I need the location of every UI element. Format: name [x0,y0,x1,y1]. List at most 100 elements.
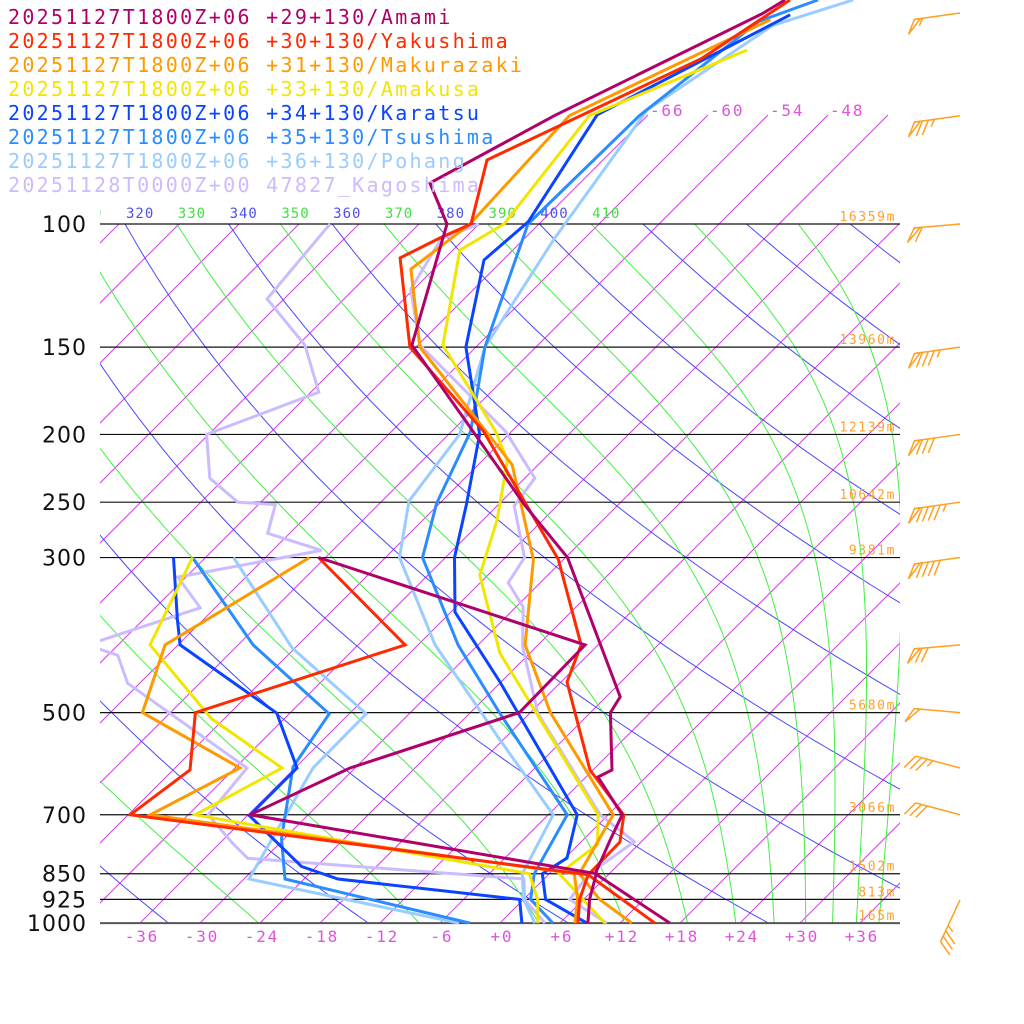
barb-feather [915,562,924,578]
dewpoint-line-amami [245,556,599,924]
height-label: 1502m [849,860,896,875]
isotherm-line [679,702,900,923]
isotherm-line [259,282,900,923]
pressure-label: 500 [42,702,87,727]
isotherm-line [980,224,1024,923]
isotherm-line [100,224,480,604]
pressure-label: 150 [42,336,87,361]
barb-feather [933,504,941,521]
wind-barb [939,899,961,956]
barb-half-feather [947,924,954,933]
barb-half-feather [936,349,941,358]
barb-feather [927,560,935,577]
isotherm-line [100,114,769,784]
dewpoint-line-kagoshima [100,223,547,924]
isotherm-line [499,522,900,923]
isotherm-line [100,114,709,724]
barb-feather [921,351,930,367]
height-label: 813m [858,885,896,900]
series-yakushima [126,0,791,924]
dry-adiabat [642,224,900,430]
wind-barb [906,644,961,664]
moist-adiabat [590,224,836,923]
isotherm-line [100,224,300,424]
x-tick-label: +30 [785,927,819,946]
barb-feather [909,757,922,770]
barb-feather [915,120,924,137]
isotherm-line [319,342,900,923]
dewpoint-line-karatsu [172,557,524,924]
pressure-label: 700 [42,804,87,829]
theta-label: 320 [126,206,154,222]
moist-adiabat [694,224,867,923]
barb-feather [903,802,917,815]
series-amami [245,0,786,924]
wind-barb [903,802,961,818]
axis-labels: 100 16359m 150 13960m 200 12139m 250 10642m 300 9… [27,206,896,946]
wind-barb [907,556,961,580]
x-tick-label: -30 [185,927,219,946]
x-tick-label: -18 [305,927,339,946]
moist-adiabat-grid [100,224,900,923]
barb-feather [927,505,935,521]
barb-pennant [907,351,923,369]
barb-pennant [907,562,923,580]
wind-barb [907,114,961,138]
isotherm-line [100,114,649,664]
theta-label: 330 [178,206,206,222]
dewpoint-line-makurazaki [140,556,580,924]
legend-item-makurazaki: 20251127T1800Z+06 +31+130/Makurazaki [8,53,525,77]
barb-feather [945,930,956,945]
pressure-label: 100 [42,213,87,238]
x-tick-label: +36 [845,927,879,946]
wind-barb [907,501,961,524]
pressure-label: 200 [42,423,87,448]
theta-label: 340 [230,206,258,222]
barb-staff [915,802,961,816]
barb-feather [921,438,930,455]
legend-item-karatsu: 20251127T1800Z+06 +34+130/Karatsu [8,101,482,125]
moist-adiabat [383,224,775,923]
isotherm-line [379,402,900,923]
isotherm-line [100,114,829,844]
dry-adiabat [228,224,900,790]
barb-pennant [907,17,923,35]
wind-barb [907,433,961,457]
temperature-line-yakushima [398,0,791,924]
barb-staff [939,899,961,943]
barb-feather [915,758,928,772]
barb-feather [903,755,917,768]
dry-adiabat [849,224,900,264]
x-tick-label: +18 [665,927,699,946]
theta-label: 350 [281,206,309,222]
legend-item-tsushima: 20251127T1800Z+06 +35+130/Tsushima [8,125,496,149]
isotherm-label: -60 [710,101,744,120]
barb-pennant [904,707,923,723]
theta-label: 400 [540,206,568,222]
isotherm-grid: -66 -60 -54 -48 [100,101,1024,923]
barb-feather [939,941,951,956]
pressure-lines [100,223,900,925]
barb-staff [914,707,961,714]
height-label: 9381m [849,544,896,559]
barb-half-feather [918,18,924,26]
legend-item-kagoshima: 20251128T0000Z+00 47827_Kagoshima [8,173,482,197]
pressure-label: 300 [42,547,87,572]
height-label: 165m [858,909,896,924]
x-tick-label: +0 [490,927,513,946]
barb-feather [921,506,930,522]
barb-feather [914,226,923,243]
isotherm-label: -54 [770,101,804,120]
isotherms-upper [100,114,889,904]
isotherm-line [619,642,900,923]
dry-adiabat [746,224,900,346]
isotherm-line [859,882,900,923]
isotherm-line [100,224,240,364]
x-tick-label: -12 [365,927,399,946]
isotherm-line [739,762,900,923]
barb-feather [927,350,935,366]
pressure-label: 925 [42,888,87,913]
x-tick-label: +24 [725,927,759,946]
